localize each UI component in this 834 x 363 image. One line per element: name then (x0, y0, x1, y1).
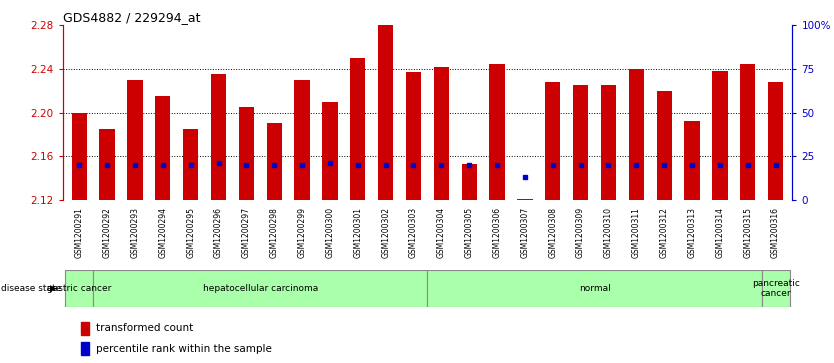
Bar (545, 82, 560, 200)
Bar (434, 67, 449, 200)
Bar (294, 80, 309, 200)
FancyBboxPatch shape (761, 270, 790, 307)
Bar (378, 25, 394, 200)
Text: GDS4882 / 229294_at: GDS4882 / 229294_at (63, 11, 200, 24)
Bar (490, 64, 505, 200)
Bar (99, 129, 115, 200)
Bar (461, 164, 477, 200)
Text: transformed count: transformed count (96, 323, 193, 334)
Text: hepatocellular carcinoma: hepatocellular carcinoma (203, 284, 318, 293)
Bar (600, 85, 616, 200)
Bar (128, 80, 143, 200)
Text: ▶: ▶ (50, 284, 57, 293)
Text: normal: normal (579, 284, 610, 293)
Bar (81, 342, 88, 355)
Bar (740, 64, 756, 200)
Bar (267, 123, 282, 200)
Bar (712, 71, 727, 200)
Bar (768, 82, 783, 200)
Bar (239, 107, 254, 200)
Bar (517, 199, 533, 200)
Text: disease state: disease state (1, 284, 61, 293)
Text: pancreatic
cancer: pancreatic cancer (751, 279, 800, 298)
Bar (685, 121, 700, 200)
Text: gastric cancer: gastric cancer (47, 284, 112, 293)
Bar (629, 69, 644, 200)
FancyBboxPatch shape (427, 270, 761, 307)
Bar (350, 58, 365, 200)
FancyBboxPatch shape (93, 270, 427, 307)
Bar (406, 72, 421, 200)
Bar (72, 113, 87, 200)
Bar (81, 322, 88, 335)
Text: percentile rank within the sample: percentile rank within the sample (96, 343, 272, 354)
Bar (573, 85, 588, 200)
Bar (211, 74, 226, 200)
Bar (155, 96, 170, 200)
Bar (322, 102, 338, 200)
Bar (656, 91, 672, 200)
Bar (183, 129, 198, 200)
FancyBboxPatch shape (65, 270, 93, 307)
